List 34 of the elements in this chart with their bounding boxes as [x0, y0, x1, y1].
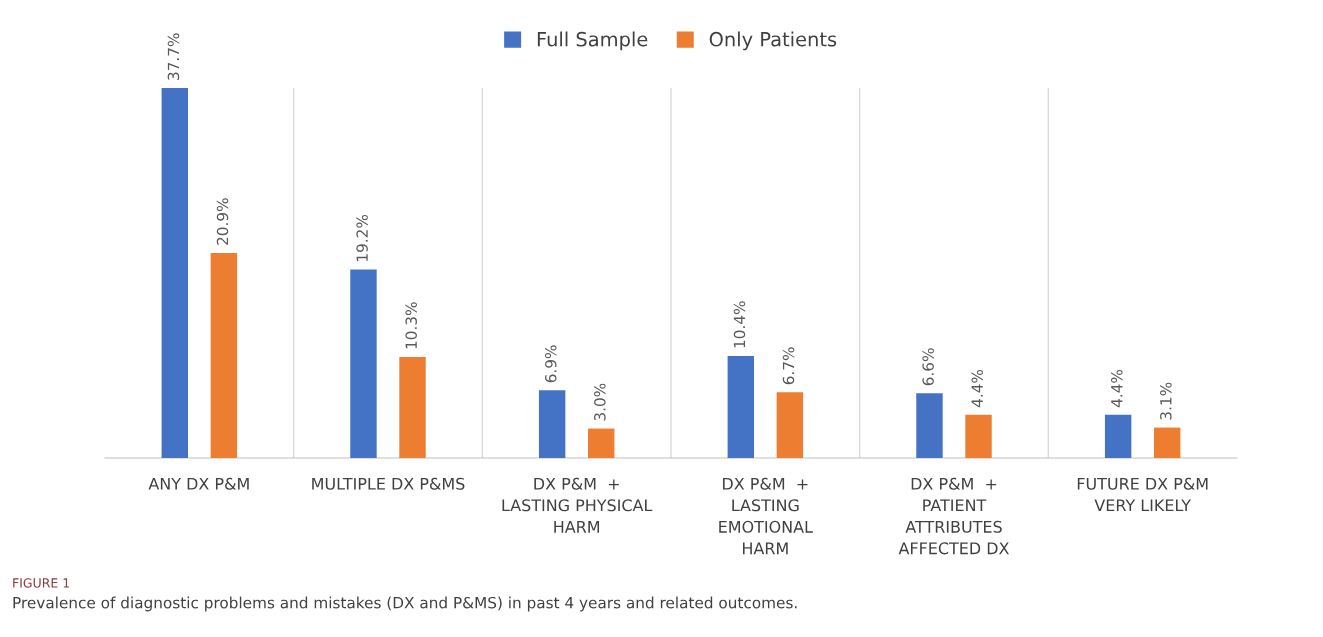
x-tick-label: FUTURE DX P&M VERY LIKELY — [1077, 477, 1208, 512]
x-tick-label: ANY DX P&M — [148, 477, 249, 490]
data-label: 4.4% — [1111, 369, 1123, 408]
bar — [1104, 414, 1132, 458]
data-label: 37.7% — [167, 33, 180, 80]
bar — [965, 414, 992, 458]
data-label: 10.3% — [405, 302, 417, 349]
data-label: 6.7% — [782, 347, 795, 385]
data-label: 6.9% — [545, 345, 557, 383]
x-tick-label: DX P&M + LASTING EMOTIONAL HARM — [719, 477, 813, 555]
legend-label: Full Sample — [537, 31, 648, 51]
data-label: 10.4% — [733, 301, 746, 348]
data-label: 3.1% — [1160, 382, 1172, 420]
caption: FIGURE 1 — [13, 578, 70, 588]
text: Prevalence of diagnostic problems and mistakes (DX and P&MS) in past 4 years and related outcomes. — [13, 596, 797, 612]
data-label: 4.4% — [971, 369, 983, 408]
x-tick-label: DX P&M + LASTING PHYSICAL HARM — [502, 477, 653, 533]
bar — [350, 269, 377, 458]
bar — [1153, 427, 1181, 458]
bar — [538, 390, 566, 458]
bar — [776, 392, 804, 458]
data-label: 20.9% — [216, 198, 229, 245]
x-tick-label: MULTIPLE DX P&MS — [312, 477, 465, 490]
bar — [916, 393, 943, 458]
data-label: 19.2% — [356, 214, 368, 261]
bar — [210, 252, 238, 458]
data-label: 3.0% — [594, 383, 606, 421]
bar — [399, 356, 426, 458]
bar — [587, 428, 615, 458]
bar — [727, 355, 755, 458]
x-tick-label: DX P&M + PATIENT ATTRIBUTES AFFECTED DX — [898, 477, 1010, 555]
bar — [161, 88, 189, 458]
legend-label: Only Patients — [709, 31, 837, 51]
data-label: 6.6% — [922, 348, 934, 386]
